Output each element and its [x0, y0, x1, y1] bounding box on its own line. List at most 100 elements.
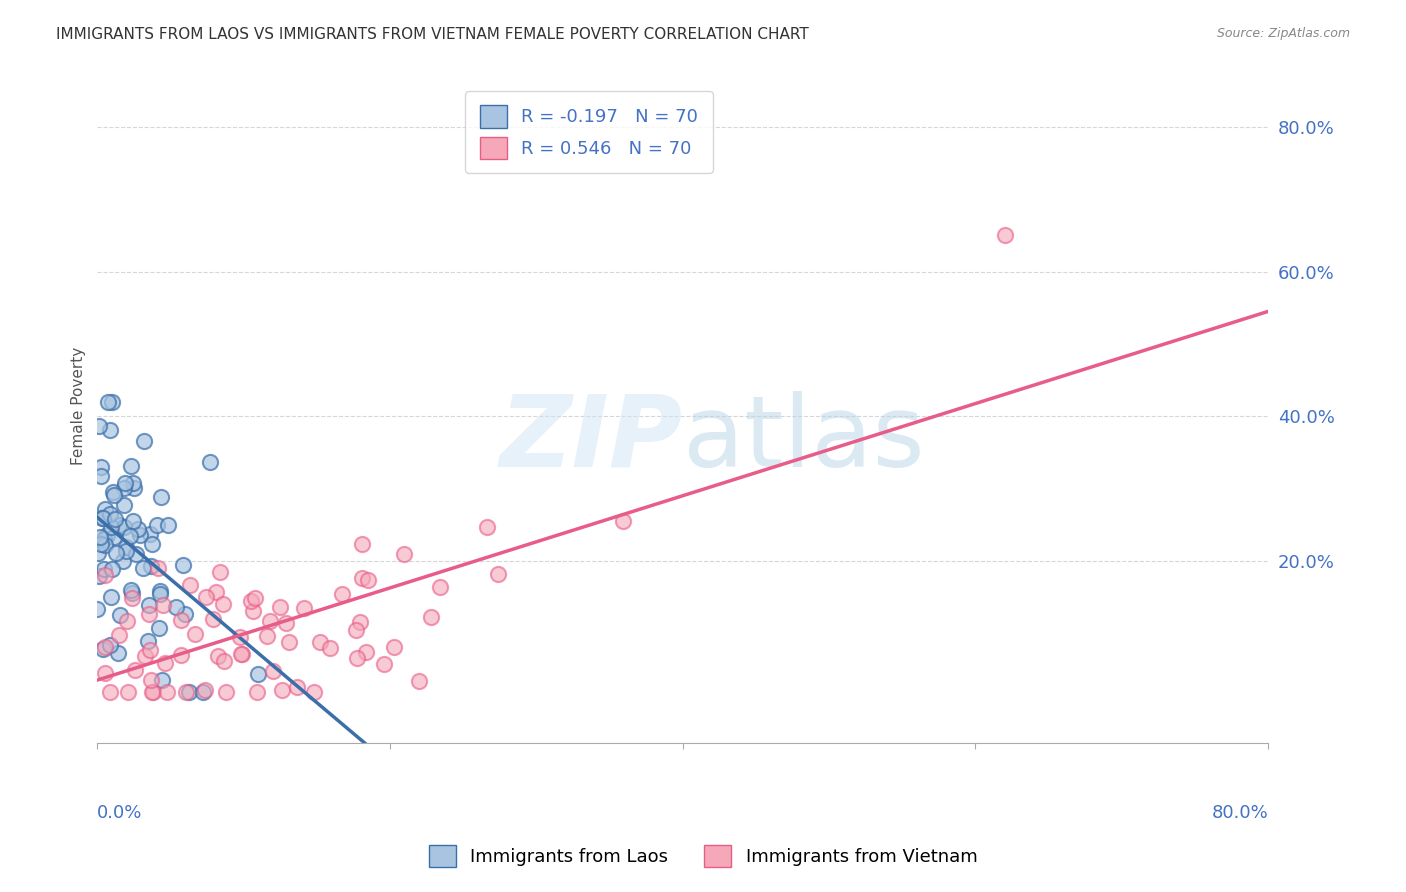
Point	[141, 536, 163, 550]
Point	[120, 458, 142, 473]
Point	[127, 522, 149, 536]
Point	[117, 685, 139, 699]
Point	[242, 604, 264, 618]
Point	[121, 591, 143, 605]
Text: ZIP: ZIP	[499, 391, 683, 488]
Point	[93, 510, 115, 524]
Point	[97, 395, 120, 409]
Point	[139, 673, 162, 687]
Point	[153, 657, 176, 671]
Point	[136, 634, 159, 648]
Point	[90, 537, 112, 551]
Point	[344, 623, 367, 637]
Point	[354, 645, 377, 659]
Point	[346, 650, 368, 665]
Point	[108, 628, 131, 642]
Point	[94, 538, 117, 552]
Point	[247, 667, 270, 681]
Point	[994, 228, 1017, 243]
Point	[139, 642, 162, 657]
Point	[124, 663, 146, 677]
Point	[170, 648, 193, 662]
Point	[256, 629, 278, 643]
Point	[157, 518, 180, 533]
Point	[302, 685, 325, 699]
Point	[112, 481, 135, 495]
Point	[269, 599, 291, 614]
Text: atlas: atlas	[683, 391, 924, 488]
Point	[477, 519, 499, 533]
Point	[90, 459, 112, 474]
Legend: Immigrants from Laos, Immigrants from Vietnam: Immigrants from Laos, Immigrants from Vi…	[422, 838, 984, 874]
Point	[89, 530, 111, 544]
Point	[96, 528, 118, 542]
Point	[120, 583, 142, 598]
Point	[100, 519, 122, 533]
Point	[149, 587, 172, 601]
Text: Source: ZipAtlas.com: Source: ZipAtlas.com	[1216, 27, 1350, 40]
Point	[243, 591, 266, 605]
Point	[212, 654, 235, 668]
Point	[101, 562, 124, 576]
Point	[87, 419, 110, 434]
Point	[112, 520, 135, 534]
Point	[103, 530, 125, 544]
Point	[274, 615, 297, 630]
Text: IMMIGRANTS FROM LAOS VS IMMIGRANTS FROM VIETNAM FEMALE POVERTY CORRELATION CHART: IMMIGRANTS FROM LAOS VS IMMIGRANTS FROM …	[56, 27, 808, 42]
Point	[115, 540, 138, 554]
Point	[373, 657, 395, 671]
Point	[86, 602, 108, 616]
Point	[107, 517, 129, 532]
Point	[100, 590, 122, 604]
Point	[271, 682, 294, 697]
Point	[87, 569, 110, 583]
Point	[93, 568, 115, 582]
Point	[194, 590, 217, 604]
Point	[93, 640, 115, 654]
Point	[207, 649, 229, 664]
Point	[146, 560, 169, 574]
Point	[142, 685, 165, 699]
Point	[141, 685, 163, 699]
Point	[98, 423, 121, 437]
Point	[122, 481, 145, 495]
Point	[156, 685, 179, 699]
Point	[122, 514, 145, 528]
Point	[108, 607, 131, 622]
Point	[208, 565, 231, 579]
Point	[87, 546, 110, 560]
Point	[93, 562, 115, 576]
Point	[170, 613, 193, 627]
Point	[429, 581, 451, 595]
Point	[112, 498, 135, 512]
Point	[90, 469, 112, 483]
Point	[148, 621, 170, 635]
Point	[349, 615, 371, 629]
Point	[100, 638, 122, 652]
Point	[103, 488, 125, 502]
Point	[259, 614, 281, 628]
Point	[352, 571, 374, 585]
Point	[239, 593, 262, 607]
Point	[419, 609, 441, 624]
Point	[174, 685, 197, 699]
Point	[201, 612, 224, 626]
Point	[149, 584, 172, 599]
Point	[98, 685, 121, 699]
Point	[194, 682, 217, 697]
Point	[198, 455, 221, 469]
Point	[319, 641, 342, 656]
Point	[115, 614, 138, 628]
Point	[138, 599, 160, 613]
Point	[212, 597, 235, 611]
Point	[93, 666, 115, 681]
Point	[150, 491, 173, 505]
Point	[174, 607, 197, 622]
Point	[114, 475, 136, 490]
Text: 80.0%: 80.0%	[1212, 805, 1268, 822]
Point	[132, 561, 155, 575]
Point	[408, 673, 430, 688]
Point	[191, 685, 214, 699]
Point	[118, 529, 141, 543]
Point	[98, 507, 121, 521]
